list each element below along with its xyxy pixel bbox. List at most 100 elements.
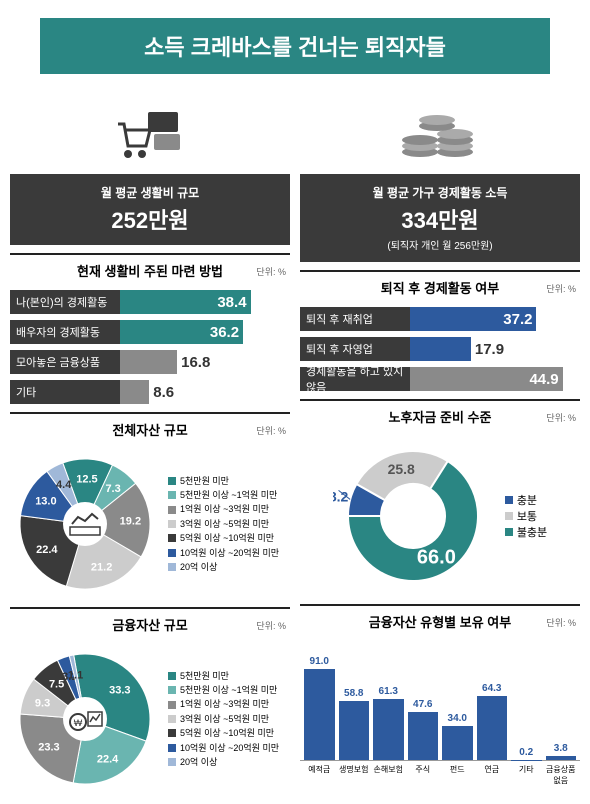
legend-item: 충분 — [505, 492, 547, 508]
svg-text:19.2: 19.2 — [120, 516, 141, 528]
vbars-chart: 91.058.861.347.634.064.30.2 3.8 — [300, 641, 580, 761]
right-bars-title: 퇴직 후 경제활동 여부 단위: % — [300, 270, 580, 297]
right-stat-box: 월 평균 가구 경제활동 소득 334만원 (퇴직자 개인 월 256만원) — [300, 174, 580, 262]
hbar-row: 퇴직 후 자영업17.9 — [300, 337, 580, 361]
svg-text:22.4: 22.4 — [36, 544, 58, 556]
vbar-col: 0.2 — [511, 747, 542, 760]
vbars-section: 금융자산 유형별 보유 여부 단위: % 91.058.861.347.634.… — [300, 604, 580, 781]
legend-item: 10억원 이상 ~20억원 미만 — [168, 546, 279, 560]
svg-text:33.3: 33.3 — [109, 685, 130, 697]
hbar-fill: 36.2 — [120, 320, 243, 344]
donut-legend: 충분보통불충분 — [505, 492, 547, 540]
right-stat-label: 월 평균 가구 경제활동 소득 — [308, 184, 572, 201]
svg-text:21.2: 21.2 — [91, 561, 112, 573]
svg-text:4.4: 4.4 — [56, 479, 72, 491]
page-title: 소득 크레바스를 건너는 퇴직자들 — [40, 18, 550, 74]
hbar-label: 나(본인)의 경제활동 — [10, 290, 120, 314]
shopping-icon — [10, 94, 290, 174]
hbar-label: 경제활동을 하고 있지 않음 — [300, 367, 410, 391]
vbar-col: 47.6 — [408, 699, 439, 760]
vbar-col: 34.0 — [442, 713, 473, 760]
legend-item: 5천만원 미만 — [168, 474, 279, 488]
pie1-chart: 12.57.319.221.222.413.04.4 — [10, 449, 160, 599]
vbar-label: 기타 — [511, 764, 542, 786]
svg-text:1.1: 1.1 — [68, 669, 83, 681]
hbar-row: 퇴직 후 재취업37.2 — [300, 307, 580, 331]
hbar-label: 배우자의 경제활동 — [10, 320, 120, 344]
vbar-col: 58.8 — [339, 688, 370, 760]
svg-text:₩: ₩ — [74, 718, 83, 728]
hbar-fill: 37.2 — [410, 307, 536, 331]
left-stat-value: 252만원 — [18, 203, 282, 235]
hbar-label: 퇴직 후 재취업 — [300, 307, 410, 331]
right-stat-sub: (퇴직자 개인 월 256만원) — [308, 237, 572, 252]
legend-item: 1억원 이상 ~3억원 미만 — [168, 697, 279, 711]
vbars-title: 금융자산 유형별 보유 여부 단위: % — [300, 604, 580, 631]
legend-item: 1억원 이상 ~3억원 미만 — [168, 502, 279, 516]
donut-wrap: 8.225.866.0 충분보통불충분 — [300, 436, 580, 596]
infographic-root: 소득 크레바스를 건너는 퇴직자들 월 평균 생활비 규모 252만원 현재 생… — [0, 0, 590, 804]
svg-text:23.3: 23.3 — [38, 742, 59, 754]
pie1-legend: 5천만원 미만5천만원 이상 ~1억원 미만1억원 이상 ~3억원 미만3억원 … — [168, 474, 279, 575]
donut-chart: 8.225.866.0 — [333, 436, 493, 596]
vbar-col: 61.3 — [373, 686, 404, 760]
left-stat-label: 월 평균 생활비 규모 — [18, 184, 282, 201]
legend-item: 20억 이상 — [168, 560, 279, 574]
legend-item: 3억원 이상 ~5억원 미만 — [168, 712, 279, 726]
left-hbars: 나(본인)의 경제활동38.4배우자의 경제활동36.2모아놓은 금융상품16.… — [10, 290, 290, 404]
hbar-label: 퇴직 후 자영업 — [300, 337, 410, 361]
hbar-label: 기타 — [10, 380, 120, 404]
left-bars-title: 현재 생활비 주된 마련 방법 단위: % — [10, 253, 290, 280]
legend-item: 불충분 — [505, 524, 547, 540]
legend-item: 5천만원 이상 ~1억원 미만 — [168, 488, 279, 502]
vbar-label: 주식 — [408, 764, 439, 786]
vbar-col: 64.3 — [477, 683, 508, 760]
right-stat-value: 334만원 — [308, 203, 572, 235]
pie1-wrap: 12.57.319.221.222.413.04.4 5천만원 미만5천만원 이… — [10, 449, 290, 599]
hbar-fill: 38.4 — [120, 290, 251, 314]
legend-item: 5억원 이상 ~10억원 미만 — [168, 726, 279, 740]
pie1-section: 전체자산 규모 단위: % 12.57.319.221.222.413.04.4… — [10, 412, 290, 599]
hbar-fill — [410, 337, 471, 361]
right-bars-section: 퇴직 후 경제활동 여부 단위: % 퇴직 후 재취업37.2 퇴직 후 자영업1… — [300, 270, 580, 391]
vbar-col: 3.8 — [546, 743, 577, 760]
left-bars-section: 현재 생활비 주된 마련 방법 단위: % 나(본인)의 경제활동38.4배우자… — [10, 253, 290, 404]
vbar-label: 금융상품 없음 — [546, 764, 577, 786]
donut-title: 노후자금 준비 수준 단위: % — [300, 399, 580, 426]
hbar-row: 경제활동을 하고 있지 않음44.9 — [300, 367, 580, 391]
vbars-wrap: 91.058.861.347.634.064.30.23.8 예적금생명보험손해… — [300, 641, 580, 781]
pie1-title: 전체자산 규모 단위: % — [10, 412, 290, 439]
vbar-label: 연금 — [477, 764, 508, 786]
hbar-row: 나(본인)의 경제활동38.4 — [10, 290, 290, 314]
coins-icon — [300, 94, 580, 174]
two-columns: 월 평균 생활비 규모 252만원 현재 생활비 주된 마련 방법 단위: % … — [10, 94, 580, 794]
svg-text:9.3: 9.3 — [35, 698, 50, 710]
right-column: 월 평균 가구 경제활동 소득 334만원 (퇴직자 개인 월 256만원) 퇴… — [300, 94, 580, 794]
hbar-fill: 44.9 — [410, 367, 563, 391]
vbar-label: 생명보험 — [339, 764, 370, 786]
hbar-row: 모아놓은 금융상품16.8 — [10, 350, 290, 374]
donut-section: 노후자금 준비 수준 단위: % 8.225.866.0 충분보통불충분 — [300, 399, 580, 596]
hbar-row: 기타8.6 — [10, 380, 290, 404]
vbar-label: 펀드 — [442, 764, 473, 786]
hbar-fill — [120, 380, 149, 404]
hbar-fill — [120, 350, 177, 374]
legend-item: 5천만원 이상 ~1억원 미만 — [168, 683, 279, 697]
pie2-title: 금융자산 규모 단위: % — [10, 607, 290, 634]
legend-item: 5억원 이상 ~10억원 미만 — [168, 531, 279, 545]
left-column: 월 평균 생활비 규모 252만원 현재 생활비 주된 마련 방법 단위: % … — [10, 94, 290, 794]
legend-item: 10억원 이상 ~20억원 미만 — [168, 741, 279, 755]
legend-item: 5천만원 미만 — [168, 669, 279, 683]
pie2-chart: 33.322.423.39.37.53.11.1₩ — [10, 644, 160, 794]
legend-item: 20억 이상 — [168, 755, 279, 769]
vbar-labels: 예적금생명보험손해보험주식펀드연금기타금융상품 없음 — [300, 761, 580, 786]
vbar-col: 91.0 — [304, 656, 335, 760]
vbar-label: 예적금 — [304, 764, 335, 786]
svg-text:12.5: 12.5 — [76, 474, 97, 486]
legend-item: 3억원 이상 ~5억원 미만 — [168, 517, 279, 531]
right-hbars: 퇴직 후 재취업37.2 퇴직 후 자영업17.9 경제활동을 하고 있지 않음44… — [300, 307, 580, 391]
svg-text:25.8: 25.8 — [387, 461, 414, 477]
unit-label: 단위: % — [256, 265, 286, 278]
pie2-wrap: 33.322.423.39.37.53.11.1₩ 5천만원 미만5천만원 이상… — [10, 644, 290, 794]
pie2-section: 금융자산 규모 단위: % 33.322.423.39.37.53.11.1₩ … — [10, 607, 290, 794]
